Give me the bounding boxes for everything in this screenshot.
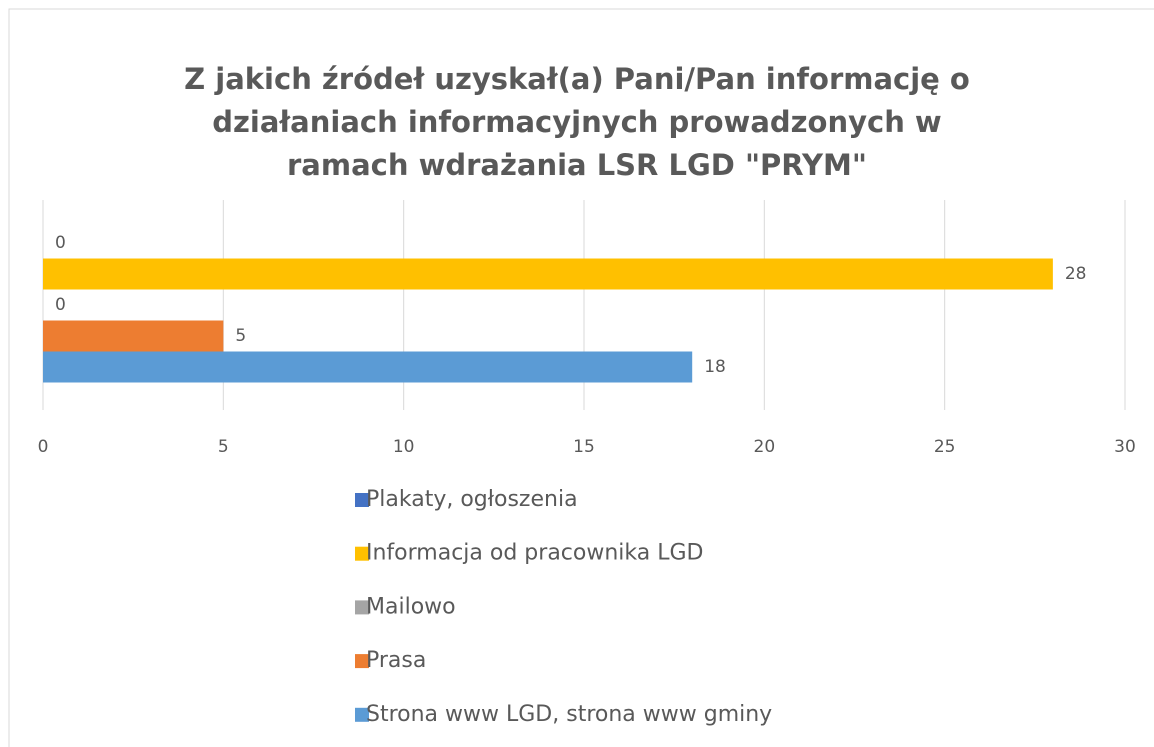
bar [43,351,693,383]
legend-label: Prasa [366,648,426,673]
bar [43,258,1053,290]
legend-swatch [355,546,369,561]
x-tick-label: 10 [393,437,415,457]
data-label: 0 [55,295,66,315]
legend-swatch [355,654,369,669]
data-label: 0 [55,233,66,253]
x-tick-label: 25 [934,437,956,457]
legend-label: Plakaty, ogłoszenia [366,487,578,512]
legend-swatch [355,493,369,507]
data-label: 18 [704,357,726,377]
legend-swatch [355,600,369,615]
data-label: 28 [1065,264,1087,284]
x-tick-label: 20 [754,437,776,457]
x-tick-label: 0 [38,437,49,457]
x-tick-label: 30 [1114,437,1136,457]
chart-border [8,8,1154,747]
chart-title: Z jakich źródeł uzyskał(a) Pani/Pan info… [184,62,970,182]
legend-label: Informacja od pracownika LGD [366,541,703,566]
legend-label: Mailowo [366,594,456,619]
data-label: 5 [235,326,246,346]
bar [43,320,224,352]
legend-swatch [355,707,369,722]
x-tick-label: 5 [218,437,229,457]
legend-label: Strona www LGD, strona www gminy [366,702,772,727]
x-tick-label: 15 [573,437,595,457]
